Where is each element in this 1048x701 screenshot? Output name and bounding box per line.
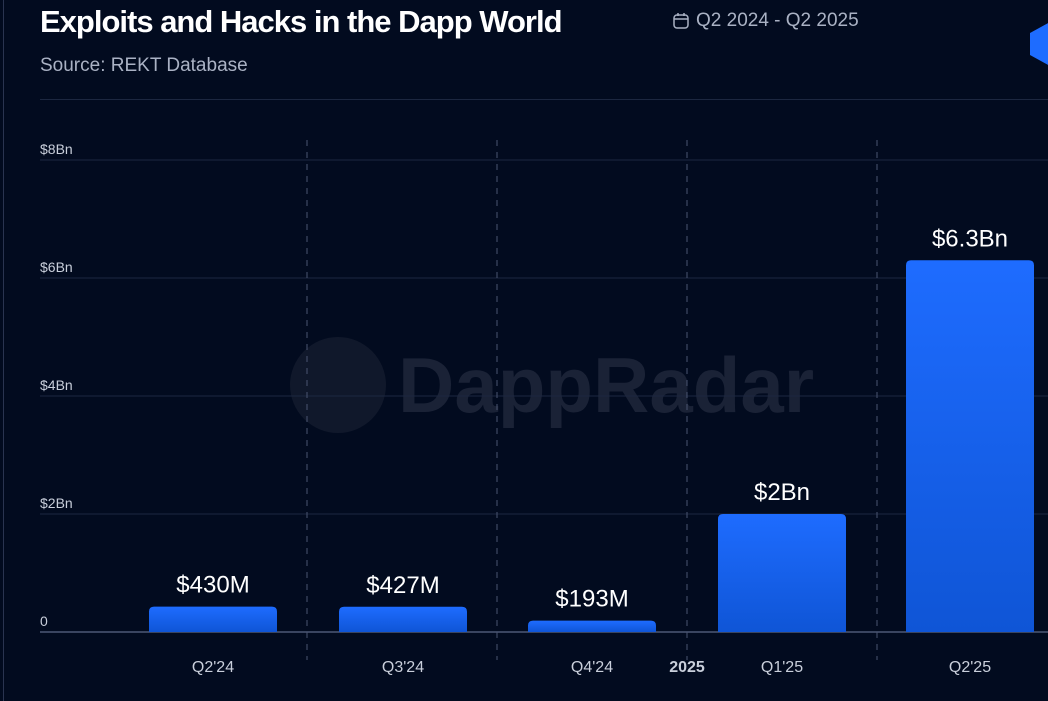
year-marker: 2025 bbox=[669, 659, 705, 676]
data-label: $2Bn bbox=[754, 479, 810, 506]
header-divider bbox=[40, 99, 1048, 100]
calendar-icon bbox=[673, 13, 689, 29]
data-label: $6.3Bn bbox=[932, 225, 1008, 252]
bar bbox=[528, 620, 656, 632]
chart-frame bbox=[3, 0, 1048, 701]
x-tick-label: Q4'24 bbox=[571, 659, 613, 676]
dappradar-logo-icon bbox=[1030, 22, 1048, 66]
x-tick-label: Q2'24 bbox=[192, 659, 234, 676]
bar bbox=[718, 514, 846, 632]
y-tick-label: $4Bn bbox=[40, 377, 73, 393]
y-tick-label: $8Bn bbox=[40, 141, 73, 157]
bar bbox=[906, 260, 1034, 632]
period-text: Q2 2024 - Q2 2025 bbox=[696, 10, 859, 31]
period-range: Q2 2024 - Q2 2025 bbox=[672, 10, 859, 32]
y-tick-label: 0 bbox=[40, 613, 48, 629]
bar bbox=[339, 606, 467, 632]
x-tick-label: Q3'24 bbox=[382, 659, 424, 676]
watermark-text: DappRadar bbox=[398, 341, 814, 429]
chart-title: Exploits and Hacks in the Dapp World bbox=[40, 4, 563, 39]
y-tick-label: $6Bn bbox=[40, 259, 73, 275]
y-tick-label: $2Bn bbox=[40, 495, 73, 511]
watermark: DappRadar bbox=[290, 337, 814, 433]
data-label: $193M bbox=[555, 586, 628, 613]
x-tick-label: Q2'25 bbox=[949, 659, 991, 676]
data-label: $430M bbox=[176, 572, 249, 599]
data-label: $427M bbox=[366, 572, 439, 599]
chart-source: Source: REKT Database bbox=[40, 55, 248, 76]
x-tick-label: Q1'25 bbox=[761, 659, 803, 676]
bar bbox=[149, 606, 277, 632]
